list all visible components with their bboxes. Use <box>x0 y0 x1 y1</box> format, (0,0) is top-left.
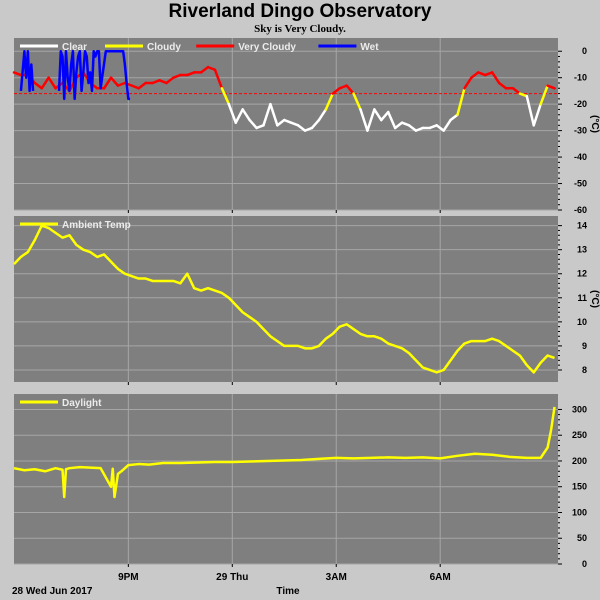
sky-temp-segment <box>497 81 508 90</box>
sky-temp-segment <box>366 108 376 132</box>
page-title: Riverland Dingo Observatory <box>168 1 432 22</box>
sky-temp-segment <box>352 92 362 111</box>
sky-y-unit-label: (°C) <box>589 115 600 133</box>
ambient-ytick-label-3: 11 <box>577 293 587 303</box>
x-tick-label-3: 6AM <box>430 572 451 583</box>
sky-temp-segment <box>33 81 43 90</box>
daylight-legend-label-0: Daylight <box>62 398 102 409</box>
sky-temp-segment <box>220 87 231 106</box>
sky-temp-segment <box>470 71 480 79</box>
sky-temp-segment <box>442 118 452 132</box>
sky-temp-segment <box>40 76 50 90</box>
daylight-panel-bg <box>14 394 558 564</box>
x-tick-label-0: 9PM <box>118 572 139 583</box>
sky-temp-segment <box>199 65 210 74</box>
sky-wet-series-1 <box>57 49 131 101</box>
sky-temp-segment <box>359 108 369 132</box>
ambient-ytick-label-6: 8 <box>582 365 587 375</box>
sky-temp-segment <box>463 76 473 90</box>
sky-temp-segment <box>137 81 147 90</box>
sky-ytick-label-4: -40 <box>574 152 587 162</box>
ambient-y-unit-label: (°C) <box>589 290 600 308</box>
sky-temp-segment <box>546 84 556 90</box>
sky-temp-segment <box>511 87 522 95</box>
sky-legend-label-1: Cloudy <box>147 42 181 53</box>
daylight-ytick-label-0: 300 <box>572 404 587 414</box>
sky-temp-segment <box>296 124 307 132</box>
sky-temp-segment <box>165 76 175 85</box>
sky-legend-label-2: Very Cloudy <box>238 42 296 53</box>
sky-temp-segment <box>525 94 535 127</box>
sky-panel-bg <box>14 38 558 210</box>
daylight-ytick-label-6: 0 <box>582 559 587 569</box>
sky-ytick-label-2: -20 <box>574 99 587 109</box>
sky-temp-segment <box>345 84 355 95</box>
sky-legend-label-0: Clear <box>62 42 87 53</box>
sky-temp-segment <box>241 108 251 122</box>
sky-temp-segment <box>331 87 341 95</box>
sky-ytick-label-3: -30 <box>574 126 587 136</box>
ambient-ytick-label-2: 12 <box>577 269 587 279</box>
sky-temp-segment <box>276 118 286 127</box>
sky-temp-segment <box>393 121 404 130</box>
sky-ytick-label-1: -10 <box>574 73 587 83</box>
daylight-ytick-label-5: 50 <box>577 533 587 543</box>
ambient-temp-series <box>13 224 555 374</box>
sky-status-subtitle: Sky is Very Cloudy. <box>254 23 346 35</box>
ambient-ytick-label-4: 10 <box>577 317 587 327</box>
sky-temp-segment <box>435 124 445 132</box>
sky-temp-segment <box>490 71 501 85</box>
sky-temp-segment <box>269 102 279 127</box>
sky-temp-segment <box>109 76 120 87</box>
sky-temp-segment <box>373 108 383 122</box>
daylight-ytick-label-2: 200 <box>572 456 587 466</box>
date-label: 28 Wed Jun 2017 <box>12 586 93 597</box>
sky-temp-segment <box>234 108 244 124</box>
sky-temp-segment <box>539 84 549 106</box>
sky-temp-segment <box>102 76 113 90</box>
sky-temp-segment <box>380 110 390 122</box>
ambient-ytick-label-0: 14 <box>577 221 587 231</box>
sky-legend-label-3: Wet <box>360 42 379 53</box>
ambient-ytick-label-5: 9 <box>582 341 587 351</box>
sky-temp-segment <box>47 76 57 90</box>
daylight-ytick-label-4: 100 <box>572 507 587 517</box>
sky-temp-segment <box>532 102 542 127</box>
sky-ytick-label-6: -60 <box>574 205 587 215</box>
sky-temp-segment <box>317 108 328 122</box>
x-axis-label: Time <box>276 586 300 597</box>
sky-wet-series-0 <box>19 49 35 93</box>
daylight-series <box>13 406 556 499</box>
sky-temp-segment <box>248 118 258 130</box>
sky-ytick-label-5: -50 <box>574 179 587 189</box>
x-tick-label-1: 29 Thu <box>216 572 248 583</box>
x-tick-label-2: 3AM <box>326 572 347 583</box>
daylight-ytick-label-3: 150 <box>572 482 587 492</box>
ambient-panel-bg <box>14 216 558 382</box>
sky-temp-segment <box>227 102 238 124</box>
sky-temp-segment <box>262 102 272 127</box>
sky-temp-segment <box>386 110 397 130</box>
daylight-ytick-label-1: 250 <box>572 430 587 440</box>
ambient-legend-label-0: Ambient Temp <box>62 220 131 231</box>
sky-temp-segment <box>324 92 335 111</box>
sky-temp-segment <box>449 113 459 122</box>
ambient-ytick-label-1: 13 <box>577 245 587 255</box>
sky-temp-segment <box>407 124 418 132</box>
sky-temp-segment <box>310 118 321 130</box>
sky-temp-segment <box>213 68 224 90</box>
sky-ytick-label-0: 0 <box>582 46 587 56</box>
sky-temp-segment <box>456 87 466 116</box>
